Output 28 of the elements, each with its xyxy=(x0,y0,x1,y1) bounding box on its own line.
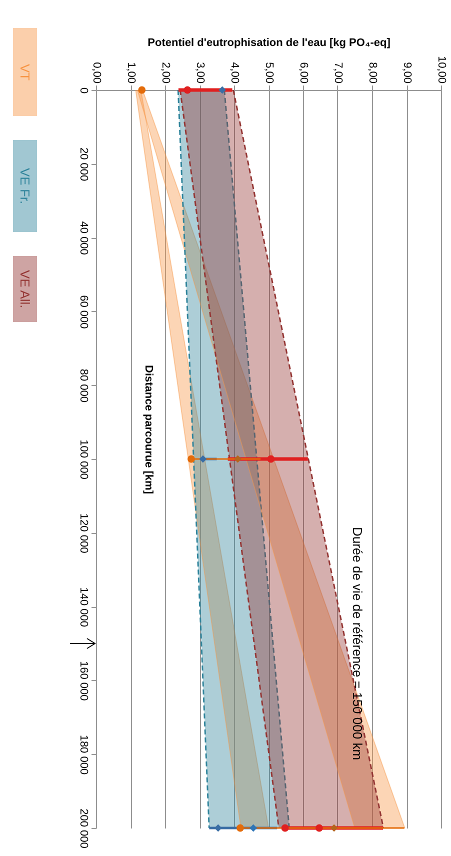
x-tick-label: 5,00 xyxy=(263,62,275,84)
x-tick-label: 9,00 xyxy=(401,62,413,84)
y-tick-label: 60 000 xyxy=(78,295,90,329)
y-tick-label: 40 000 xyxy=(78,221,90,255)
y-tick-label: 180 000 xyxy=(78,734,90,775)
x-axis-title: Potentiel d'eutrophisation de l'eau [kg PO₄-eq] xyxy=(148,36,391,49)
x-tick-label: 7,00 xyxy=(332,62,344,84)
x-tick-label: 3,00 xyxy=(194,62,206,84)
y-tick-label: 100 000 xyxy=(78,440,90,480)
text: VE Fr. xyxy=(18,168,32,204)
y-tick-label: 200 000 xyxy=(78,808,90,848)
y-tick-label: 80 000 xyxy=(78,368,90,403)
y-tick-label: 140 000 xyxy=(78,587,90,627)
x-tick-label: 4,00 xyxy=(228,62,240,84)
x-tick-label: 1,00 xyxy=(125,62,137,84)
annotation: Durée de vie de référence = 150 000 km xyxy=(350,526,365,760)
x-tick-label: 0,00 xyxy=(90,62,102,84)
x-tick-label: 2,00 xyxy=(160,62,172,84)
y-tick-label: 20 000 xyxy=(78,147,90,182)
text: VT xyxy=(18,64,32,80)
x-tick-label: 8,00 xyxy=(366,62,378,84)
text: VE All. xyxy=(18,270,32,308)
y-axis-title: Distance parcourue [km] xyxy=(142,365,154,494)
x-tick-label: 10,00 xyxy=(436,56,448,84)
x-tick-label: 6,00 xyxy=(298,62,310,84)
y-tick-label: 120 000 xyxy=(78,513,90,554)
y-tick-label: 0 xyxy=(78,87,90,94)
y-tick-label: 160 000 xyxy=(78,661,90,701)
